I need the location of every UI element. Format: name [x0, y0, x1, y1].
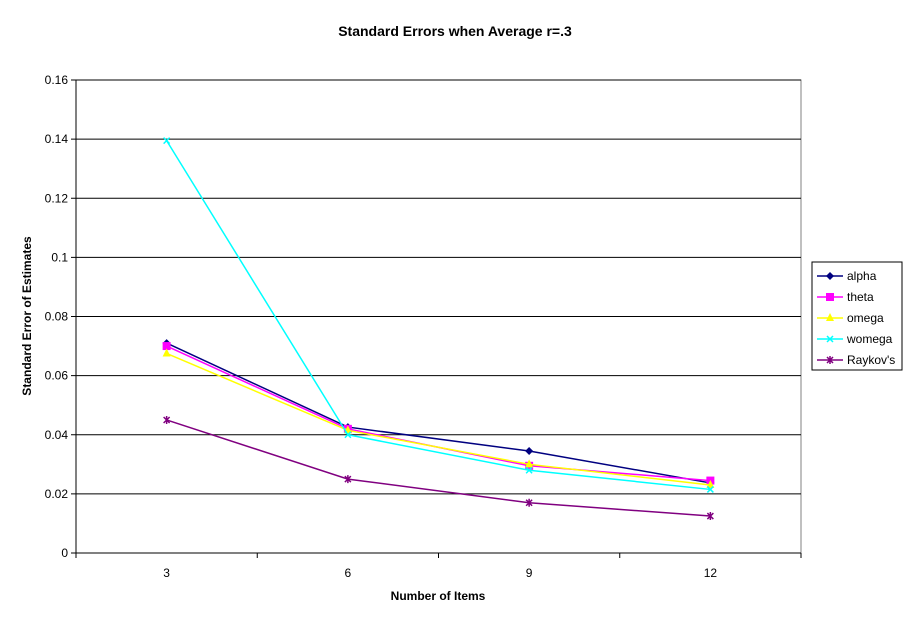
- y-tick-label: 0.02: [45, 487, 69, 501]
- y-tick-label: 0.12: [45, 191, 69, 205]
- data-point: [525, 447, 534, 456]
- legend-marker: [826, 272, 834, 280]
- data-point: [525, 466, 533, 474]
- x-axis-label: Number of Items: [391, 589, 486, 603]
- legend-label: omega: [847, 311, 884, 325]
- data-point: [344, 431, 352, 439]
- y-axis-label: Standard Error of Estimates: [20, 236, 34, 396]
- series-line: [166, 342, 711, 484]
- data-point: [525, 498, 533, 507]
- legend-label: womega: [846, 332, 893, 346]
- x-tick-label: 9: [526, 566, 533, 580]
- y-tick-label: 0.04: [45, 428, 69, 442]
- data-point: [344, 475, 352, 484]
- series-line: [166, 419, 711, 517]
- legend-marker: [826, 293, 834, 301]
- y-tick-label: 0.16: [45, 73, 69, 87]
- y-tick-label: 0.08: [45, 310, 69, 324]
- x-tick-label: 3: [163, 566, 170, 580]
- data-point: [706, 485, 714, 493]
- series-raykovs: [163, 415, 714, 521]
- series-line: [166, 352, 711, 486]
- data-point: [525, 459, 534, 468]
- y-tick-label: 0.1: [51, 250, 68, 264]
- legend-label: alpha: [847, 269, 877, 283]
- x-tick-label: 6: [345, 566, 352, 580]
- data-point: [162, 342, 171, 351]
- y-tick-label: 0: [61, 546, 68, 560]
- legend-marker: [826, 356, 834, 364]
- y-tick-label: 0.14: [45, 132, 69, 146]
- legend-label: Raykov's: [847, 353, 895, 367]
- data-point: [162, 348, 171, 357]
- y-tick-label: 0.06: [45, 369, 69, 383]
- series-line: [165, 140, 711, 491]
- data-point: [163, 415, 171, 424]
- data-point: [706, 512, 714, 521]
- series-womega: [163, 137, 714, 493]
- legend-label: theta: [847, 290, 874, 304]
- legend-marker: [826, 313, 834, 321]
- legend-box: [811, 261, 903, 371]
- legend-marker: [826, 335, 834, 343]
- chart-title: Standard Errors when Average r=.3: [338, 23, 572, 39]
- data-point: [706, 480, 715, 489]
- data-point: [163, 137, 171, 145]
- x-tick-label: 12: [704, 566, 718, 580]
